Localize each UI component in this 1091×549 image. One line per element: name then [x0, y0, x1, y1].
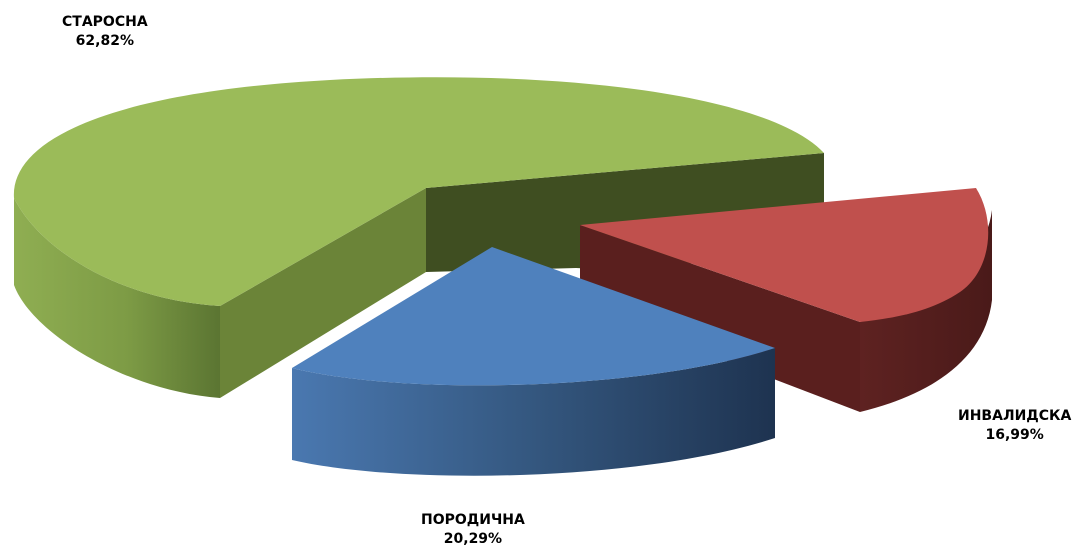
slice-label-porodichna-value: 20,29% — [443, 531, 503, 547]
slice-invalidska-inner-side — [580, 225, 860, 412]
slice-porodichna-top — [292, 247, 775, 386]
slice-starosna-top — [13, 77, 825, 306]
slice-label-invalidska-name: ИНВАЛИДСКА — [958, 408, 1072, 424]
slice-starosna-side — [14, 198, 220, 398]
slice-invalidska-side — [860, 210, 992, 412]
slice-label-starosna-name: СТАРОСНА — [62, 14, 148, 30]
slice-label-starosna: СТАРОСНА 62,82% — [62, 13, 148, 51]
slice-label-porodichna-name: ПОРОДИЧНА — [421, 512, 525, 528]
slice-porodichna — [292, 247, 775, 476]
slice-invalidska-top — [580, 188, 989, 322]
slice-invalidska — [580, 188, 992, 412]
slice-starosna-inner-side — [220, 188, 426, 398]
slice-porodichna-side — [292, 348, 775, 476]
slice-label-invalidska: ИНВАЛИДСКА 16,99% — [958, 407, 1071, 445]
slice-label-invalidska-value: 16,99% — [985, 427, 1044, 443]
slice-label-porodichna: ПОРОДИЧНА 20,29% — [421, 511, 525, 549]
slice-label-starosna-value: 62,82% — [75, 33, 134, 49]
